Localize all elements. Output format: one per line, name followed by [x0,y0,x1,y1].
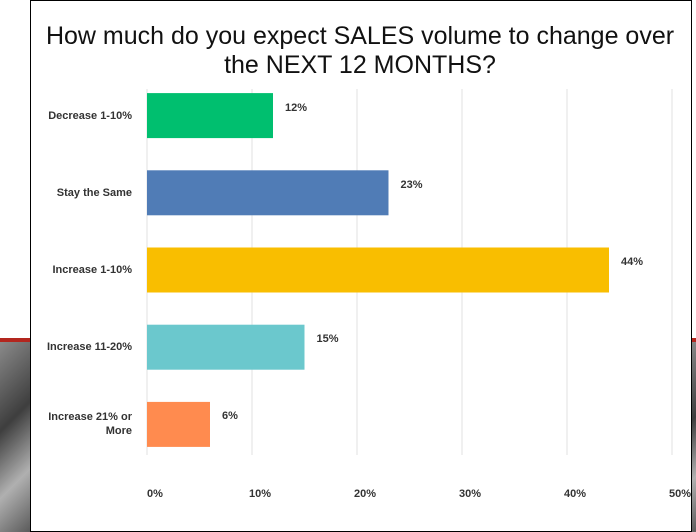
category-label: Increase 21% or More [48,411,132,438]
background-photo [690,338,696,532]
x-tick-label: 40% [563,488,587,500]
background-photo [0,338,30,532]
value-label: 6% [222,410,238,423]
bar [147,247,609,293]
category-label: Increase 1-10% [52,264,133,276]
value-label: 12% [285,101,308,114]
category-label: Stay the Same [56,186,132,199]
category-label: Decrease 1-10% [48,109,132,122]
bar [147,324,305,370]
x-tick-label: 30% [458,488,482,500]
x-tick-label: 10% [248,488,272,500]
category-label: Increase 11-20% [46,341,132,354]
x-tick-label: 0% [147,488,163,500]
x-tick-label: 50% [668,488,692,500]
bar [147,401,210,447]
value-label: 23% [400,178,423,191]
value-label: 44% [621,256,644,268]
chart-title: How much do you expect SALES volume to c… [45,22,675,79]
bar [147,93,273,139]
value-label: 15% [316,333,339,346]
bar [147,170,389,216]
x-tick-label: 20% [353,488,377,500]
